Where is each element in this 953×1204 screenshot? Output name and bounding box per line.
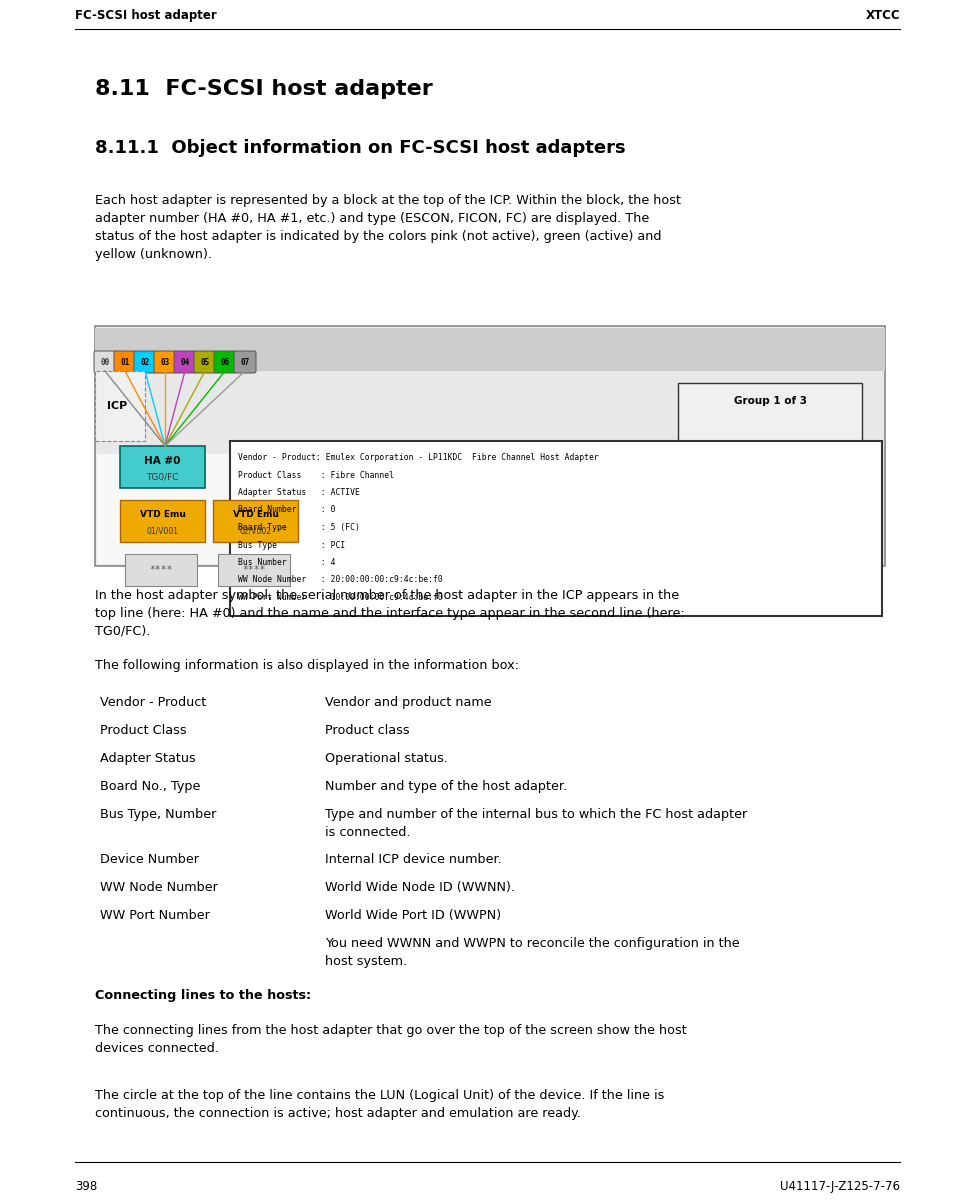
Text: Bus Type, Number: Bus Type, Number: [100, 808, 216, 821]
FancyBboxPatch shape: [213, 500, 297, 542]
FancyBboxPatch shape: [120, 500, 205, 542]
Text: Board No., Type: Board No., Type: [100, 780, 200, 793]
FancyBboxPatch shape: [125, 554, 196, 586]
Text: 00: 00: [100, 358, 110, 366]
Text: Vendor - Product: Vendor - Product: [100, 696, 206, 709]
Text: 01: 01: [120, 358, 130, 366]
Text: 02: 02: [140, 358, 150, 366]
Text: Internal ICP device number.: Internal ICP device number.: [325, 852, 501, 866]
Text: ****: ****: [242, 565, 266, 576]
Text: 06: 06: [220, 358, 230, 366]
Text: Board Type       : 5 (FC): Board Type : 5 (FC): [237, 523, 359, 532]
Text: World Wide Port ID (WWPN): World Wide Port ID (WWPN): [325, 909, 500, 922]
Text: 07: 07: [240, 358, 250, 366]
Text: Bus Number       : 4: Bus Number : 4: [237, 557, 335, 567]
Text: Number and type of the host adapter.: Number and type of the host adapter.: [325, 780, 566, 793]
Text: ICP: ICP: [107, 401, 127, 411]
Text: You need WWNN and WWPN to reconcile the configuration in the
host system.: You need WWNN and WWPN to reconcile the …: [325, 937, 739, 968]
Text: 04: 04: [180, 358, 190, 366]
Text: ****: ****: [149, 565, 172, 576]
Bar: [95, 327, 884, 371]
FancyBboxPatch shape: [173, 352, 195, 373]
Text: The connecting lines from the host adapter that go over the top of the screen sh: The connecting lines from the host adapt…: [95, 1023, 686, 1055]
FancyBboxPatch shape: [153, 352, 175, 373]
Text: Connecting lines to the hosts:: Connecting lines to the hosts:: [95, 988, 311, 1002]
Text: In the host adapter symbol, the serial number of the host adapter in the ICP app: In the host adapter symbol, the serial n…: [95, 589, 684, 638]
Text: Adapter Status: Adapter Status: [100, 752, 195, 765]
Bar: [97, 454, 882, 563]
FancyBboxPatch shape: [113, 352, 136, 373]
Text: WW Port Number   : 10:00:00:00:c9:4c:be:f0: WW Port Number : 10:00:00:00:c9:4c:be:f0: [237, 594, 442, 602]
Text: WW Node Number   : 20:00:00:00:c9:4c:be:f0: WW Node Number : 20:00:00:00:c9:4c:be:f0: [237, 576, 442, 584]
Text: Product Class: Product Class: [100, 724, 187, 737]
Text: 01/V001: 01/V001: [147, 527, 178, 536]
Text: FC-SCSI host adapter: FC-SCSI host adapter: [75, 8, 216, 22]
Text: Bus Type         : PCI: Bus Type : PCI: [237, 541, 345, 549]
FancyBboxPatch shape: [213, 352, 235, 373]
Text: 398: 398: [75, 1180, 97, 1193]
Text: The following information is also displayed in the information box:: The following information is also displa…: [95, 659, 518, 672]
FancyBboxPatch shape: [678, 383, 862, 443]
Text: WW Node Number: WW Node Number: [100, 881, 217, 895]
Text: Each host adapter is represented by a block at the top of the ICP. Within the bl: Each host adapter is represented by a bl…: [95, 194, 680, 261]
Text: 8.11  FC-SCSI host adapter: 8.11 FC-SCSI host adapter: [95, 79, 433, 99]
Text: Vendor - Product: Emulex Corporation - LP11KDC  Fibre Channel Host Adapter: Vendor - Product: Emulex Corporation - L…: [237, 453, 598, 462]
Text: The circle at the top of the line contains the LUN (Logical Unit) of the device.: The circle at the top of the line contai…: [95, 1088, 663, 1120]
Text: World Wide Node ID (WWNN).: World Wide Node ID (WWNN).: [325, 881, 515, 895]
FancyBboxPatch shape: [95, 326, 884, 566]
Text: 03: 03: [160, 358, 170, 366]
Text: 02/V002: 02/V002: [239, 527, 272, 536]
Text: HA #0: HA #0: [144, 455, 180, 466]
Text: Type and number of the internal bus to which the FC host adapter
is connected.: Type and number of the internal bus to w…: [325, 808, 746, 839]
FancyBboxPatch shape: [218, 554, 290, 586]
FancyBboxPatch shape: [230, 441, 882, 616]
Text: Product class: Product class: [325, 724, 409, 737]
Text: Board Number     : 0: Board Number : 0: [237, 506, 335, 514]
Bar: [95, 371, 145, 441]
Text: U41117-J-Z125-7-76: U41117-J-Z125-7-76: [780, 1180, 899, 1193]
Text: VTD Emu: VTD Emu: [233, 510, 278, 519]
FancyBboxPatch shape: [233, 352, 255, 373]
Text: Device Number: Device Number: [100, 852, 199, 866]
Text: 05: 05: [200, 358, 210, 366]
Text: TG0/FC: TG0/FC: [146, 473, 178, 482]
FancyBboxPatch shape: [120, 445, 205, 488]
Text: Vendor and product name: Vendor and product name: [325, 696, 491, 709]
Text: 8.11.1  Object information on FC-SCSI host adapters: 8.11.1 Object information on FC-SCSI hos…: [95, 138, 625, 157]
Text: XTCC: XTCC: [864, 8, 899, 22]
FancyBboxPatch shape: [193, 352, 215, 373]
Text: Adapter Status   : ACTIVE: Adapter Status : ACTIVE: [237, 488, 359, 497]
FancyBboxPatch shape: [133, 352, 156, 373]
Text: VTD Emu: VTD Emu: [139, 510, 185, 519]
Text: Group 1 of 3: Group 1 of 3: [733, 396, 805, 406]
FancyBboxPatch shape: [94, 352, 116, 373]
Text: Product Class    : Fibre Channel: Product Class : Fibre Channel: [237, 471, 394, 479]
Text: WW Port Number: WW Port Number: [100, 909, 210, 922]
Text: Operational status.: Operational status.: [325, 752, 448, 765]
